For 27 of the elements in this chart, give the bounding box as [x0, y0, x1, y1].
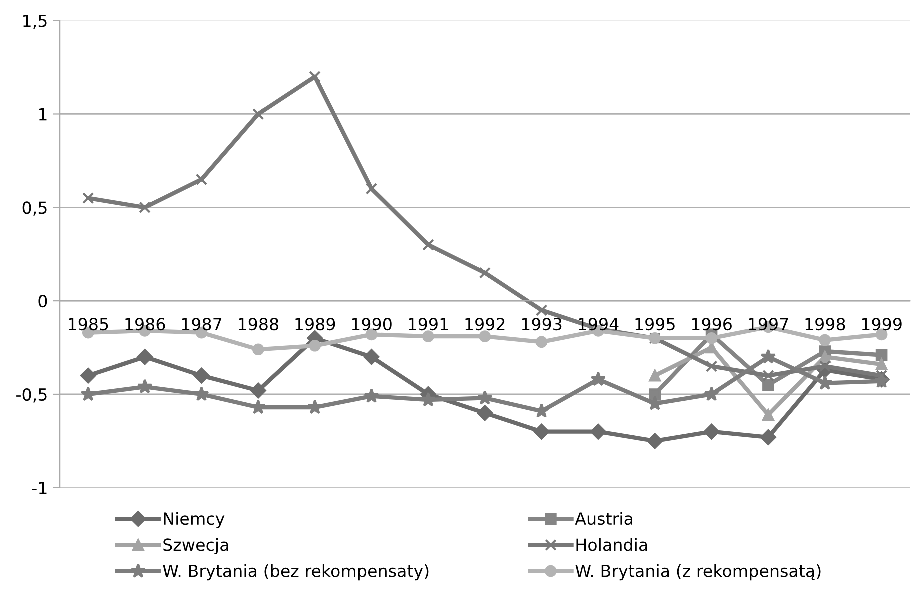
x-tick-label: 1993 [522, 318, 562, 331]
legend-label: Niemcy [164, 512, 225, 528]
y-tick-label: 1,5 [24, 15, 47, 30]
legend-label: Szwecja [164, 538, 228, 554]
legend-label: Austria [575, 512, 632, 526]
x-tick-label: 1994 [579, 318, 619, 331]
legend-label: W. Brytania (z rekompensatą) [576, 564, 821, 581]
x-tick-label: 1987 [182, 318, 222, 331]
y-tick-label: 0 [38, 295, 48, 308]
y-tick-label: -0,5 [16, 388, 47, 403]
x-tick-label: 1996 [692, 318, 732, 331]
x-tick-label: 1985 [69, 318, 108, 331]
x-tick-label: 1998 [806, 318, 846, 331]
x-tick-label: 1999 [862, 318, 902, 331]
y-tick-label: -1 [32, 482, 47, 494]
x-tick-label: 1986 [126, 318, 166, 331]
x-tick-label: 1989 [296, 318, 336, 331]
x-tick-label: 1988 [239, 318, 278, 331]
x-tick-label: 1995 [636, 318, 675, 331]
x-tick-label: 1992 [466, 318, 505, 331]
legend-label: Holandia [576, 538, 648, 552]
legend-label: W. Brytania (bez rekompensaty) [163, 564, 429, 581]
x-tick-label: 1991 [409, 318, 448, 331]
y-tick-label: 1 [39, 108, 47, 121]
y-tick-label: 0,5 [22, 202, 47, 216]
x-tick-label: 1997 [749, 318, 788, 331]
x-tick-label: 1990 [352, 318, 392, 331]
